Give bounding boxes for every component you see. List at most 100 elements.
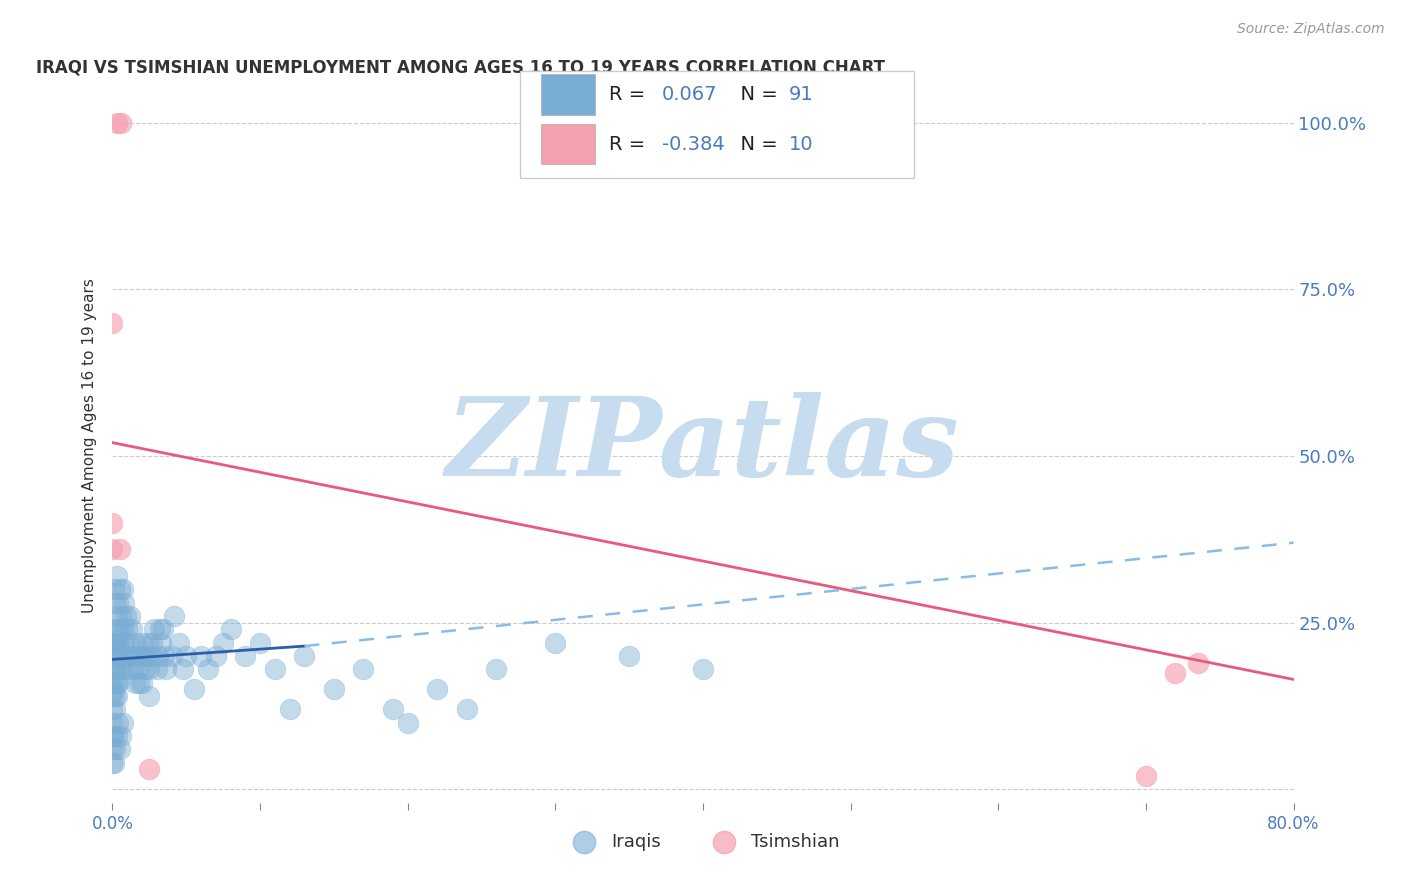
Point bbox=[382, 702, 405, 716]
Point bbox=[172, 662, 194, 676]
Point bbox=[104, 662, 127, 676]
Point bbox=[1164, 665, 1187, 680]
Point bbox=[101, 662, 124, 676]
Point bbox=[132, 649, 155, 664]
Point bbox=[121, 623, 143, 637]
Point bbox=[101, 715, 124, 730]
Point bbox=[101, 756, 124, 770]
Point bbox=[110, 729, 132, 743]
Point bbox=[174, 649, 197, 664]
Point bbox=[138, 763, 160, 777]
Text: N =: N = bbox=[728, 135, 785, 153]
Point bbox=[111, 662, 134, 676]
Point bbox=[112, 596, 135, 610]
Point bbox=[101, 316, 124, 330]
Point bbox=[150, 636, 173, 650]
Point bbox=[128, 675, 150, 690]
Point bbox=[105, 569, 128, 583]
Point bbox=[105, 649, 128, 664]
Text: R =: R = bbox=[609, 135, 651, 153]
Point bbox=[233, 649, 256, 664]
Point bbox=[101, 675, 124, 690]
Point bbox=[103, 682, 125, 697]
Point bbox=[139, 649, 162, 664]
Point bbox=[101, 516, 124, 530]
Point bbox=[111, 623, 134, 637]
Point bbox=[111, 582, 134, 597]
Text: N =: N = bbox=[728, 86, 785, 104]
Text: IRAQI VS TSIMSHIAN UNEMPLOYMENT AMONG AGES 16 TO 19 YEARS CORRELATION CHART: IRAQI VS TSIMSHIAN UNEMPLOYMENT AMONG AG… bbox=[35, 59, 884, 77]
Text: 10: 10 bbox=[789, 135, 814, 153]
Point bbox=[117, 623, 138, 637]
Point bbox=[107, 636, 129, 650]
Point bbox=[148, 649, 170, 664]
Point bbox=[105, 729, 128, 743]
Point bbox=[485, 662, 508, 676]
Point bbox=[160, 649, 183, 664]
Point bbox=[190, 649, 212, 664]
Point bbox=[108, 662, 131, 676]
Point bbox=[1187, 656, 1209, 670]
Point bbox=[104, 596, 127, 610]
Point bbox=[103, 636, 125, 650]
Point bbox=[141, 636, 163, 650]
Point bbox=[105, 675, 128, 690]
Point bbox=[152, 623, 174, 637]
Point bbox=[131, 675, 153, 690]
Point bbox=[219, 623, 242, 637]
Text: ZIPatlas: ZIPatlas bbox=[446, 392, 960, 500]
Point bbox=[124, 675, 146, 690]
Point bbox=[146, 662, 169, 676]
Point bbox=[110, 609, 132, 624]
Point bbox=[205, 649, 228, 664]
Point bbox=[127, 662, 149, 676]
Point bbox=[101, 689, 124, 703]
Point bbox=[120, 649, 142, 664]
Point bbox=[118, 636, 141, 650]
Point bbox=[105, 609, 128, 624]
Point bbox=[103, 582, 125, 597]
Text: -0.384: -0.384 bbox=[662, 135, 725, 153]
Point bbox=[104, 636, 127, 650]
Point bbox=[138, 662, 160, 676]
Point bbox=[396, 715, 419, 730]
Point bbox=[456, 702, 478, 716]
Point bbox=[352, 662, 374, 676]
Point bbox=[107, 636, 129, 650]
Point bbox=[129, 649, 152, 664]
Point bbox=[292, 649, 315, 664]
Point bbox=[108, 623, 131, 637]
Point bbox=[101, 542, 124, 557]
Point bbox=[323, 682, 346, 697]
Point bbox=[136, 636, 159, 650]
Point bbox=[125, 649, 148, 664]
Y-axis label: Unemployment Among Ages 16 to 19 years: Unemployment Among Ages 16 to 19 years bbox=[82, 278, 97, 614]
Point bbox=[183, 682, 205, 697]
Point bbox=[149, 623, 172, 637]
Point bbox=[110, 649, 132, 664]
Point bbox=[101, 636, 124, 650]
Point bbox=[104, 742, 127, 756]
Point bbox=[131, 636, 153, 650]
Point bbox=[108, 542, 131, 557]
Point bbox=[112, 636, 135, 650]
Point bbox=[278, 702, 301, 716]
Point bbox=[105, 115, 128, 129]
Point bbox=[107, 675, 129, 690]
Point bbox=[117, 662, 138, 676]
Point bbox=[124, 636, 146, 650]
Point bbox=[104, 662, 127, 676]
Legend: Iraqis, Tsimshian: Iraqis, Tsimshian bbox=[560, 826, 846, 858]
Point bbox=[153, 649, 176, 664]
Point bbox=[212, 636, 235, 650]
Text: 0.067: 0.067 bbox=[662, 86, 717, 104]
Point bbox=[101, 649, 124, 664]
Point bbox=[101, 729, 124, 743]
Text: Source: ZipAtlas.com: Source: ZipAtlas.com bbox=[1237, 22, 1385, 37]
Point bbox=[107, 596, 129, 610]
Point bbox=[104, 702, 127, 716]
Point bbox=[103, 649, 125, 664]
Point bbox=[249, 636, 271, 650]
Point bbox=[110, 115, 132, 129]
Point bbox=[155, 662, 177, 676]
